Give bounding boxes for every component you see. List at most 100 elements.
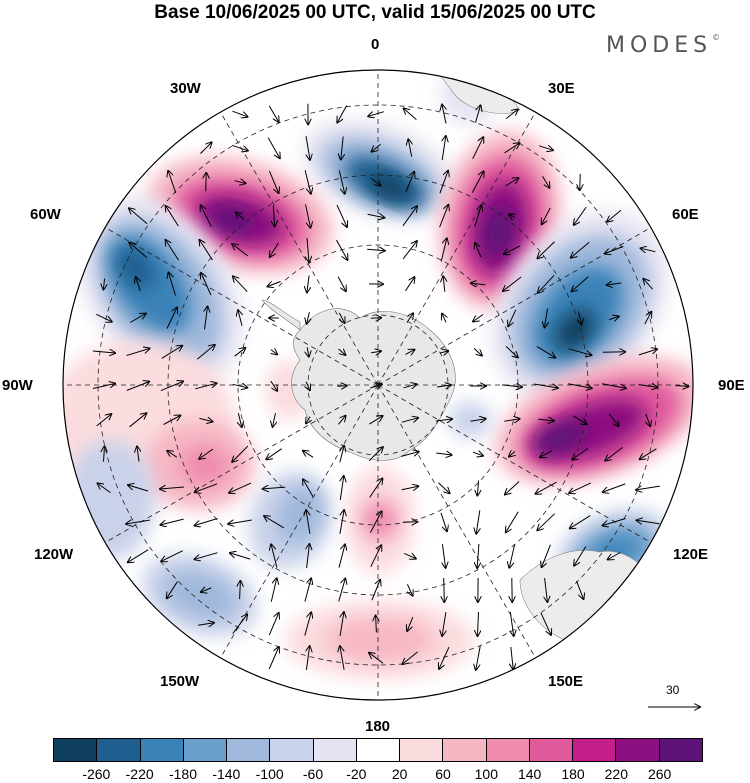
wind-vector bbox=[509, 544, 516, 567]
wind-vector bbox=[232, 445, 249, 462]
meridian-line bbox=[377, 112, 536, 386]
wind-vector bbox=[195, 552, 218, 560]
wind-vector bbox=[369, 416, 382, 425]
wind-vector bbox=[304, 612, 311, 636]
wind-vector bbox=[126, 520, 150, 524]
wind-vector bbox=[470, 419, 485, 422]
wind-vector bbox=[542, 207, 551, 224]
wind-vector bbox=[640, 448, 657, 459]
wind-vector bbox=[232, 144, 248, 150]
wind-vector bbox=[408, 139, 411, 157]
wind-vector bbox=[572, 415, 587, 424]
wind-vector bbox=[270, 242, 279, 257]
wind-vector bbox=[104, 446, 105, 462]
lon-label-60e: 60E bbox=[672, 206, 699, 223]
meridian-line bbox=[220, 112, 379, 386]
wind-vector bbox=[404, 108, 417, 120]
chart-title: Base 10/06/2025 00 UTC, valid 15/06/2025… bbox=[154, 2, 596, 23]
lon-label-150e: 150E bbox=[548, 673, 584, 690]
map-border bbox=[62, 69, 694, 701]
wind-vector bbox=[232, 110, 248, 117]
wind-vector bbox=[443, 276, 445, 292]
colorbar-swatch bbox=[658, 738, 703, 762]
colorbar-swatch bbox=[96, 738, 140, 762]
wind-vector bbox=[608, 552, 621, 560]
wind-vector bbox=[129, 413, 147, 428]
wind-vector bbox=[229, 482, 252, 493]
wind-vectors bbox=[92, 104, 689, 670]
wind-vector bbox=[306, 416, 310, 424]
wind-vector bbox=[338, 170, 344, 193]
wind-vector bbox=[336, 204, 347, 227]
colorbar-swatch bbox=[182, 738, 227, 762]
wind-vector bbox=[339, 312, 344, 323]
wind-vector bbox=[444, 577, 445, 602]
colorbar-swatch bbox=[53, 738, 97, 762]
wind-vector bbox=[232, 384, 248, 387]
wind-vector bbox=[307, 347, 309, 356]
wind-vector bbox=[545, 308, 548, 328]
wind-vector bbox=[337, 386, 346, 387]
wind-vector bbox=[234, 181, 246, 184]
wind-vector bbox=[504, 419, 519, 421]
wind-vector bbox=[340, 476, 343, 500]
lon-label-30w: 30W bbox=[170, 80, 201, 97]
wind-vector bbox=[406, 313, 413, 323]
wind-vector bbox=[267, 137, 280, 158]
wind-vector bbox=[368, 447, 383, 462]
wind-vector bbox=[371, 580, 380, 601]
wind-vector bbox=[504, 245, 521, 254]
wind-vector bbox=[503, 276, 522, 291]
wind-vector bbox=[576, 580, 584, 599]
lon-label-90e: 90E bbox=[718, 377, 745, 394]
wind-vector bbox=[473, 314, 484, 322]
wind-vector bbox=[478, 611, 479, 636]
colorbar-tick-label: 20 bbox=[391, 766, 408, 782]
meridian-line bbox=[377, 384, 536, 658]
wind-vector bbox=[169, 273, 176, 296]
wind-vector bbox=[371, 178, 380, 186]
brand-name: MODES bbox=[606, 33, 713, 58]
polar-map bbox=[62, 69, 694, 701]
wind-vector bbox=[405, 172, 414, 193]
anomaly-contour bbox=[210, 207, 254, 233]
wind-vector bbox=[369, 511, 381, 533]
wind-vector bbox=[338, 544, 345, 568]
wind-vector bbox=[442, 314, 446, 323]
wind-vector bbox=[473, 348, 482, 355]
wind-vector bbox=[160, 487, 185, 489]
wind-vector bbox=[510, 612, 513, 636]
wind-vector bbox=[199, 448, 214, 459]
wind-vector bbox=[505, 178, 519, 187]
wind-vector bbox=[511, 646, 513, 669]
wind-vector bbox=[641, 248, 656, 251]
lon-label-120w: 120W bbox=[34, 546, 74, 563]
wind-vector bbox=[401, 418, 418, 422]
wind-vector bbox=[129, 243, 148, 258]
lon-label-120e: 120E bbox=[673, 546, 709, 563]
brand-logo: MODES© bbox=[606, 33, 720, 58]
anomaly-contour bbox=[448, 402, 492, 438]
wind-vector bbox=[605, 245, 624, 253]
wind-vector bbox=[268, 647, 279, 670]
wind-vector bbox=[201, 273, 212, 296]
colorbar-tick-label: 140 bbox=[517, 766, 542, 782]
brand-mark: © bbox=[712, 33, 721, 42]
wind-vector bbox=[644, 312, 652, 325]
wind-vector bbox=[574, 206, 587, 225]
anomaly-contour bbox=[180, 445, 230, 485]
wind-vector bbox=[270, 578, 276, 602]
wind-vector bbox=[367, 249, 385, 250]
wind-vector bbox=[476, 646, 481, 670]
wind-vector bbox=[306, 381, 310, 391]
wind-vector bbox=[637, 520, 660, 523]
wind-vector bbox=[161, 550, 184, 562]
wind-vector bbox=[273, 413, 276, 427]
wind-vector bbox=[268, 281, 281, 287]
lon-label-180: 180 bbox=[365, 718, 391, 735]
wind-vector bbox=[195, 383, 216, 390]
lon-label-60w: 60W bbox=[30, 206, 61, 223]
wind-vector bbox=[439, 205, 449, 228]
wind-vector bbox=[200, 142, 211, 154]
wind-vector bbox=[471, 283, 486, 285]
